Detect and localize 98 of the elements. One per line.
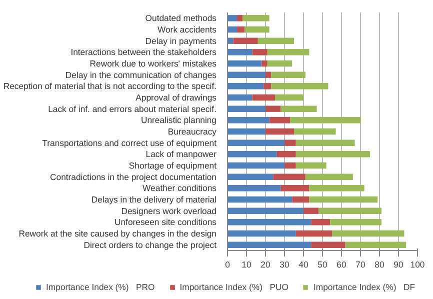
bar (332, 230, 404, 237)
bar (276, 151, 296, 158)
y-tick-label: Delay in the communication of changes (65, 70, 218, 80)
bar (305, 174, 353, 180)
bar (252, 94, 275, 101)
bar (294, 128, 336, 135)
y-tick-label: Delays in the delivery of material (91, 194, 217, 204)
y-tick-label: Unrealistic planning (140, 115, 217, 126)
bar (271, 83, 328, 90)
bar (318, 208, 382, 214)
bar (309, 196, 378, 203)
y-tick-label: Bureaucracy (168, 126, 218, 136)
y-tick-label: Rework at the site caused by changes in the design (18, 228, 217, 238)
bar (280, 185, 310, 192)
bar (267, 60, 292, 67)
bar (244, 26, 270, 33)
x-tick-label: 90 (394, 260, 404, 270)
bar (271, 72, 306, 78)
bar (228, 15, 237, 22)
x-tick-label: 40 (298, 260, 308, 270)
bar (292, 196, 310, 203)
bar (311, 219, 330, 226)
x-tick-label: 80 (374, 260, 384, 270)
bar (228, 219, 312, 226)
bar (330, 219, 382, 226)
y-tick-label: Direct orders to change the project (84, 240, 218, 250)
bar (228, 49, 252, 56)
legend-label: Importance Index (%) PUO (180, 282, 288, 292)
bar (304, 208, 319, 214)
bar (228, 140, 284, 146)
bar (228, 106, 266, 112)
bar (228, 72, 266, 78)
x-tick-label: 100 (410, 260, 425, 270)
x-tick-label: 50 (318, 260, 328, 270)
y-tick-label: Contradictions in the project documentation (50, 172, 217, 182)
bar (252, 49, 268, 56)
bar (264, 83, 272, 90)
bar (228, 174, 274, 180)
y-tick-label: Interactions between the stakeholders (70, 47, 218, 58)
bar (228, 208, 304, 214)
bar (228, 60, 262, 67)
bar (345, 242, 406, 248)
y-tick-label: Approval of drawings (136, 92, 218, 102)
bar (228, 94, 252, 101)
y-tick-label: Transportations and correct use of equipment (42, 138, 218, 148)
bar (311, 242, 346, 248)
bar (273, 174, 306, 180)
bar (296, 151, 370, 158)
bar (290, 117, 360, 124)
x-tick-label: 0 (225, 260, 230, 270)
x-tick-label: 30 (280, 260, 290, 270)
legend-label: Importance Index (%) PRO (46, 282, 155, 292)
bar (280, 106, 317, 112)
bar (228, 38, 234, 44)
bar (296, 140, 355, 146)
y-tick-label: Unforeseen site conditions (114, 217, 218, 228)
bar (228, 26, 237, 33)
x-tick-label: 60 (336, 260, 346, 270)
bar (228, 117, 270, 124)
bar (266, 106, 281, 112)
y-tick-label: Designers work overload (121, 206, 217, 216)
bar (262, 60, 268, 67)
bar (228, 242, 312, 248)
x-tick-label: 10 (242, 260, 252, 270)
y-tick-label: Rework due to workers' mistakes (90, 58, 218, 68)
bar (258, 38, 294, 44)
y-tick-label: Lack of manpower (146, 149, 217, 160)
legend-label: Importance Index (%) DF (313, 282, 415, 292)
bar (228, 151, 277, 158)
x-tick-label: 70 (356, 260, 366, 270)
bar (233, 38, 258, 44)
bar (228, 162, 284, 169)
y-tick-label: Reception of material that is not according to the specif. (3, 81, 216, 92)
y-tick-label: Delay in payments (145, 36, 218, 46)
bar (228, 185, 281, 192)
bar (237, 15, 243, 22)
bar (269, 117, 290, 124)
y-tick-label: Shortage of equipment (128, 160, 218, 170)
bar (228, 230, 296, 237)
y-tick-label: Lack of inf. and errors about material specif. (48, 104, 217, 114)
bar (284, 162, 296, 169)
bar (242, 15, 270, 22)
y-tick-label: Work accidents (157, 24, 218, 34)
y-tick-label: Weather conditions (142, 183, 218, 194)
bar (266, 128, 294, 135)
bar (267, 49, 310, 56)
bar (266, 72, 272, 78)
bar (284, 140, 296, 146)
bar (228, 128, 266, 135)
bar (309, 185, 364, 192)
bar (228, 196, 292, 203)
y-tick-label: Outdated methods (145, 13, 218, 24)
bar (228, 83, 264, 90)
x-tick-label: 20 (260, 260, 270, 270)
bar (296, 162, 326, 169)
bar (275, 94, 304, 101)
bar (237, 26, 245, 33)
bar (296, 230, 332, 237)
